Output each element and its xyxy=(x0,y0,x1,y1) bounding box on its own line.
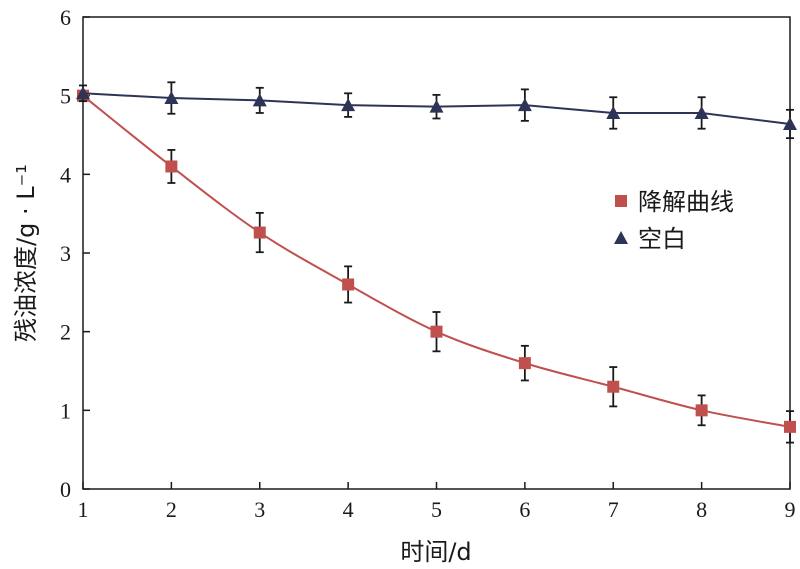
x-tick-label: 4 xyxy=(343,497,354,522)
series-layer xyxy=(76,81,797,444)
data-point-square xyxy=(518,357,531,370)
y-tick-label: 2 xyxy=(60,320,71,345)
data-point-triangle xyxy=(694,105,709,119)
y-tick-label: 1 xyxy=(60,398,71,423)
data-point-square xyxy=(253,226,266,239)
x-tick-label: 2 xyxy=(166,497,177,522)
x-tick-label: 3 xyxy=(254,497,265,522)
legend-marker-triangle xyxy=(614,231,628,244)
y-tick-label: 0 xyxy=(60,477,71,502)
y-tick-label: 6 xyxy=(60,5,71,30)
legend-label: 空白 xyxy=(638,225,686,253)
y-tick-label: 3 xyxy=(60,241,71,266)
y-tick-label: 4 xyxy=(60,162,71,187)
data-point-square xyxy=(430,325,443,338)
data-point-triangle xyxy=(252,93,267,107)
series-line-0 xyxy=(82,94,791,428)
legend-marker-square xyxy=(615,195,627,207)
data-point-triangle xyxy=(164,91,179,105)
data-point-triangle xyxy=(429,99,444,113)
y-axis-label: 残油浓度/g · L⁻¹ xyxy=(12,164,40,342)
data-point-square xyxy=(607,380,620,393)
data-point-square xyxy=(165,160,178,173)
data-point-triangle xyxy=(341,98,356,112)
x-tick-label: 7 xyxy=(608,497,619,522)
y-tick-label: 5 xyxy=(60,84,71,109)
data-point-triangle xyxy=(783,116,797,130)
x-axis-label: 时间/d xyxy=(400,538,471,566)
data-point-square xyxy=(342,278,355,291)
legend-label: 降解曲线 xyxy=(638,188,734,216)
x-tick-label: 8 xyxy=(696,497,707,522)
data-point-triangle xyxy=(76,86,90,100)
x-tick-label: 5 xyxy=(431,497,442,522)
data-point-square xyxy=(695,404,708,417)
x-tick-label: 6 xyxy=(519,497,530,522)
data-point-triangle xyxy=(606,105,621,119)
plot-frame xyxy=(82,16,791,490)
data-point-triangle xyxy=(517,98,532,112)
data-point-square xyxy=(784,420,796,433)
x-tick-label: 9 xyxy=(785,497,796,522)
x-tick-label: 1 xyxy=(78,497,89,522)
